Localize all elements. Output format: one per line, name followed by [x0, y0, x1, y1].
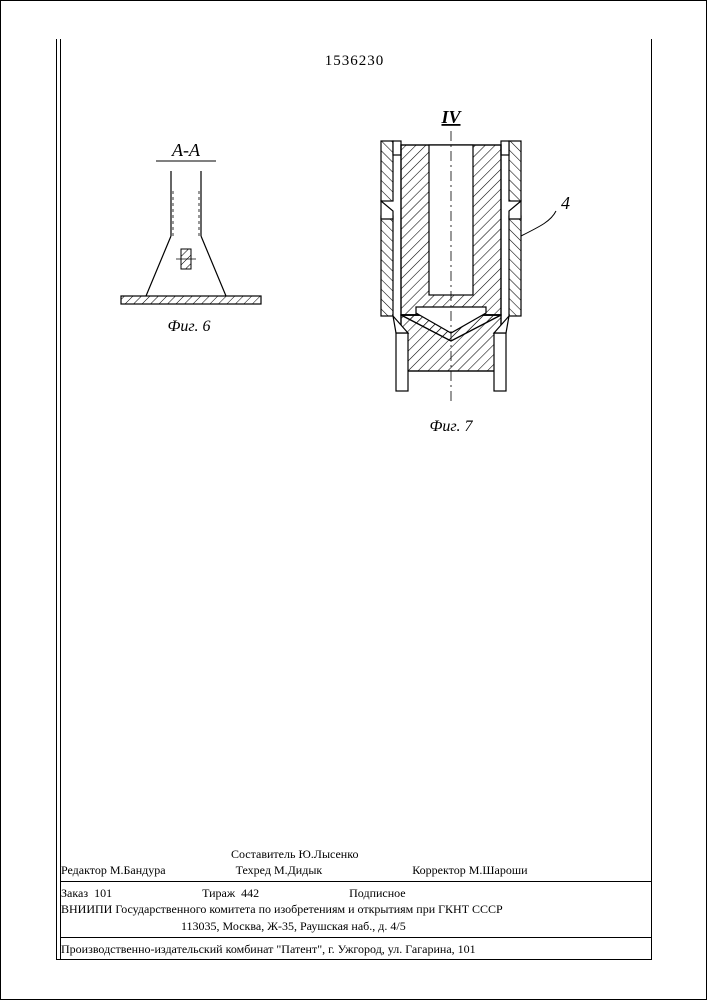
tirazh-value: 442	[241, 886, 259, 900]
order-row: Заказ 101 Тираж 442 Подписное	[61, 885, 651, 901]
fig6-section-label: А-А	[171, 140, 201, 160]
subscription-label: Подписное	[349, 885, 406, 901]
compiler-line: Составитель Ю.Лысенко	[61, 846, 651, 862]
divider-1	[61, 881, 651, 882]
tirazh-label: Тираж	[202, 886, 235, 900]
figures-area: А-А Фиг. 6	[81, 101, 621, 461]
techred-label: Техред	[236, 863, 271, 877]
footer-block: Составитель Ю.Лысенко Редактор М.Бандура…	[61, 846, 651, 957]
credits-row: Редактор М.Бандура Техред М.Дидык Коррек…	[61, 862, 651, 878]
divider-2	[61, 937, 651, 938]
patent-number: 1536230	[1, 53, 707, 70]
figure-6: А-А Фиг. 6	[111, 131, 311, 391]
fig7-top-label: IV	[440, 107, 462, 127]
org-line: ВНИИПИ Государственного комитета по изоб…	[61, 901, 651, 917]
fig7-caption: Фиг. 7	[430, 418, 474, 435]
techred-name: М.Дидык	[274, 863, 322, 877]
figure-7: IV	[341, 101, 601, 461]
order-label: Заказ	[61, 886, 88, 900]
editor-label: Редактор	[61, 863, 107, 877]
printer-line: Производственно-издательский комбинат "П…	[61, 941, 651, 957]
page-frame: 1536230 А-А Фиг. 6	[0, 0, 707, 1000]
fig7-callout-4: 4	[561, 193, 570, 213]
fig6-caption: Фиг. 6	[168, 318, 211, 335]
corrector-label: Корректор	[412, 863, 466, 877]
compiler-name: Ю.Лысенко	[298, 847, 358, 861]
compiler-label: Составитель	[231, 847, 295, 861]
order-value: 101	[94, 886, 112, 900]
editor-name: М.Бандура	[110, 863, 166, 877]
org-addr: 113035, Москва, Ж-35, Раушская наб., д. …	[61, 918, 651, 934]
corrector-name: М.Шароши	[469, 863, 528, 877]
